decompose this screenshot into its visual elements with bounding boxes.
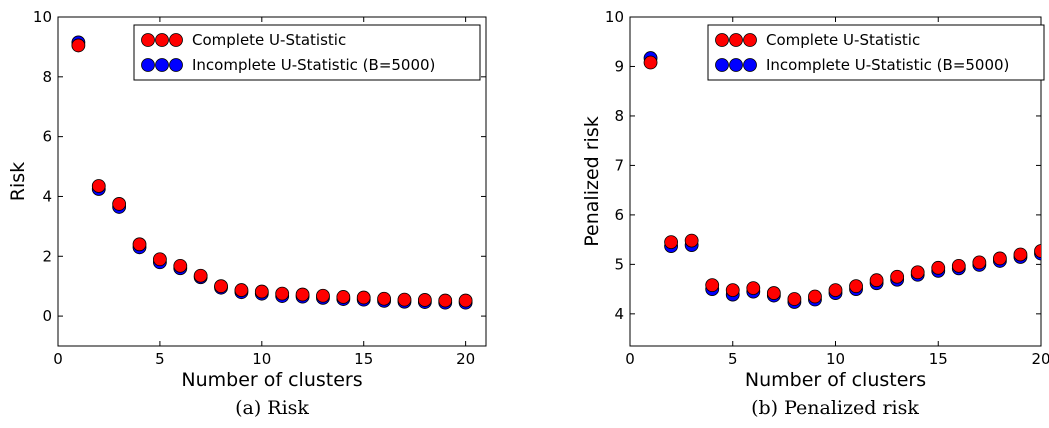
complete-point: [397, 292, 412, 307]
complete-point: [787, 292, 802, 306]
complete-point: [890, 269, 905, 284]
complete-point: [664, 235, 678, 250]
legend-marker: [729, 33, 743, 47]
y-axis-label: Risk: [7, 162, 29, 201]
legend-box: [133, 24, 481, 81]
legend-marker: [141, 58, 155, 72]
complete-point: [869, 273, 884, 288]
legend-marker: [169, 33, 183, 47]
complete-point: [746, 281, 761, 296]
complete-point: [684, 233, 699, 248]
x-tick-label: 0: [625, 350, 635, 368]
complete-point: [295, 287, 310, 302]
complete-point: [91, 179, 106, 193]
complete-point: [356, 290, 371, 305]
complete-point: [910, 265, 925, 280]
y-tick-label: 0: [42, 307, 52, 325]
complete-point: [214, 279, 228, 294]
complete-point: [377, 291, 391, 306]
complete-point: [275, 286, 290, 301]
y-tick-label: 2: [42, 247, 52, 265]
y-tick-label: 4: [614, 305, 624, 323]
data-points: [71, 35, 473, 310]
x-tick-label: 10: [252, 350, 271, 368]
legend: Complete U-Statistic Incomplete U-Statist…: [707, 24, 1045, 81]
complete-point: [193, 268, 208, 283]
x-tick-label: 10: [826, 350, 845, 368]
legend-marker: [729, 58, 743, 72]
x-tick-label: 5: [155, 350, 165, 368]
complete-point: [808, 289, 822, 304]
x-axis-label: Number of clusters: [181, 369, 362, 391]
complete-point: [972, 255, 987, 270]
x-tick-label: 15: [354, 350, 373, 368]
complete-point: [112, 197, 127, 211]
complete-point: [316, 288, 330, 303]
complete-point: [828, 283, 843, 297]
legend-label: Incomplete U-Statistic (B=5000): [766, 56, 1009, 74]
complete-point: [951, 258, 966, 273]
complete-point: [725, 283, 740, 297]
legend-marker: [715, 58, 729, 72]
legend-marker: [155, 58, 169, 72]
legend-marker: [715, 33, 729, 47]
x-axis-label: Number of clusters: [745, 369, 926, 391]
complete-point: [336, 290, 351, 304]
y-tick-label: 10: [605, 8, 624, 26]
complete-point: [173, 258, 188, 273]
legend-marker: [141, 33, 155, 47]
complete-point: [643, 55, 658, 70]
y-axis-label: Penalized risk: [581, 116, 603, 246]
legend-marker: [743, 58, 757, 72]
figure-caption: (a) Risk: [235, 397, 309, 419]
complete-point: [153, 252, 167, 267]
y-tick-label: 8: [614, 107, 624, 125]
x-tick-label: 20: [1031, 350, 1049, 368]
plot-frame: [57, 16, 487, 347]
y-tick-label: 6: [614, 206, 624, 224]
x-tick-label: 0: [53, 350, 63, 368]
x-tick-label: 5: [728, 350, 738, 368]
complete-point: [71, 38, 86, 53]
legend: Complete U-Statistic Incomplete U-Statist…: [133, 24, 481, 81]
complete-point: [1013, 247, 1028, 262]
complete-point: [931, 260, 946, 275]
complete-point: [417, 293, 432, 307]
x-tick-label: 15: [929, 350, 948, 368]
legend-label: Complete U-Statistic: [192, 31, 346, 49]
complete-point: [849, 279, 863, 294]
figure-caption: (b) Penalized risk: [751, 397, 919, 419]
complete-point: [993, 251, 1007, 266]
legend-marker: [155, 33, 169, 47]
y-tick-label: 8: [42, 68, 52, 86]
complete-point: [766, 286, 781, 300]
x-tick-label: 20: [456, 350, 475, 368]
legend-marker: [169, 58, 183, 72]
y-tick-label: 10: [33, 8, 52, 26]
complete-point: [254, 284, 269, 299]
complete-point: [132, 237, 147, 252]
legend-label: Complete U-Statistic: [766, 31, 920, 49]
legend-marker: [743, 33, 757, 47]
legend-box: [707, 24, 1045, 81]
y-tick-label: 6: [42, 128, 52, 146]
y-tick-label: 9: [614, 57, 624, 75]
complete-point: [438, 293, 453, 308]
data-points: [643, 51, 1041, 309]
y-tick-label: 7: [614, 156, 624, 174]
y-tick-label: 4: [42, 187, 52, 205]
complete-point: [458, 293, 473, 308]
legend-label: Incomplete U-Statistic (B=5000): [192, 56, 435, 74]
complete-point: [1034, 244, 1041, 258]
y-tick-label: 5: [614, 255, 624, 273]
complete-point: [234, 283, 249, 297]
complete-point: [705, 278, 720, 293]
